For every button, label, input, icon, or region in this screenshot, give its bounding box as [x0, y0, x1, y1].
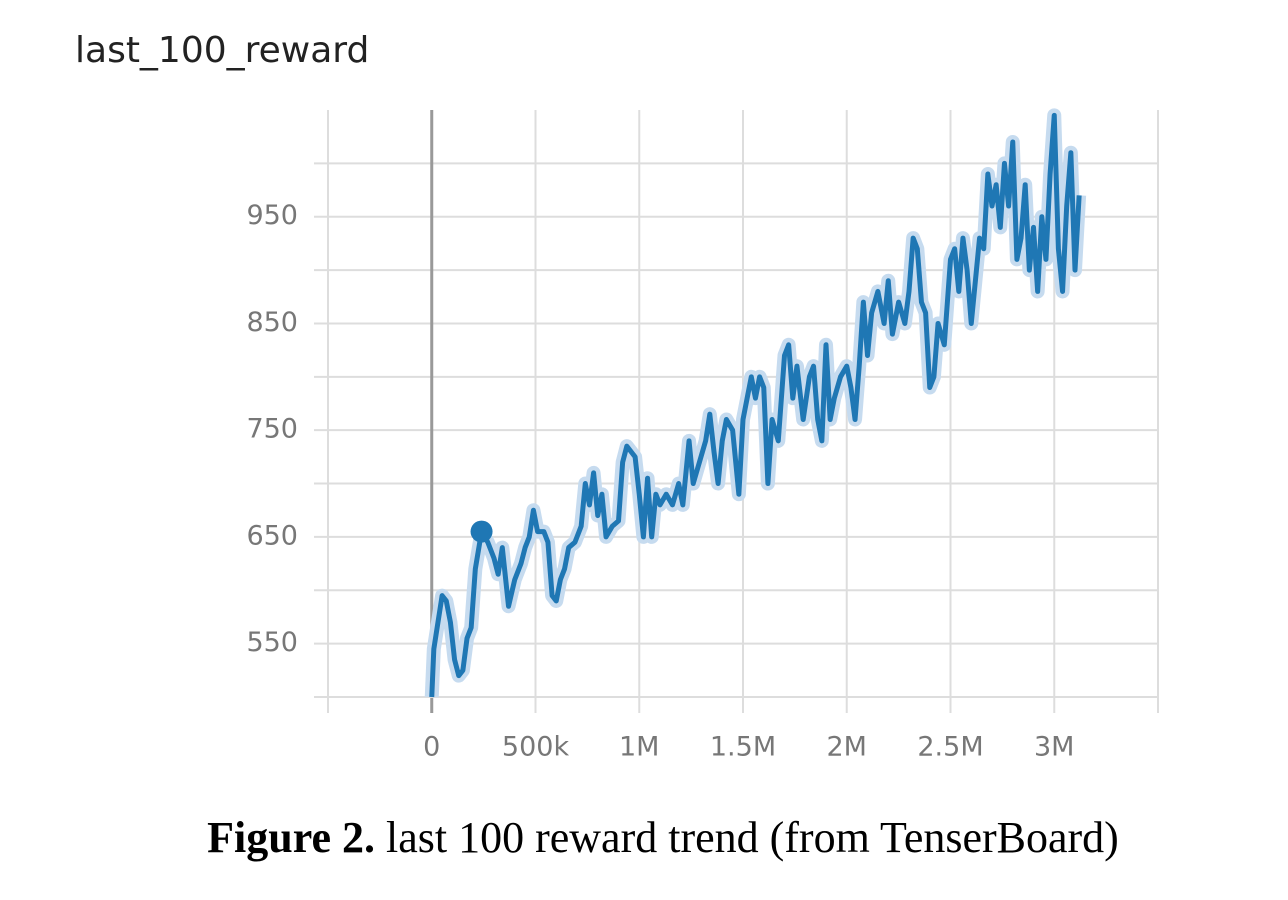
y-tick-label: 750: [246, 414, 298, 445]
x-tick-label: 500k: [502, 732, 570, 763]
chart-title: last_100_reward: [75, 30, 369, 71]
line: [429, 112, 1082, 698]
highlight-point: [470, 520, 493, 543]
y-tick-label: 550: [246, 627, 298, 658]
x-tick-label: 0: [423, 732, 440, 763]
x-tick-label: 3M: [1034, 732, 1074, 763]
line-band: [424, 108, 1087, 698]
y-tick-label: 950: [246, 200, 298, 231]
x-tick-label: 2M: [827, 732, 867, 763]
y-tick-label: 850: [246, 307, 298, 338]
caption-label: Figure 2.: [207, 813, 375, 862]
x-tick-label: 1M: [619, 732, 659, 763]
y-tick-label: 650: [246, 520, 298, 551]
x-tick-label: 1.5M: [710, 732, 776, 763]
caption: Figure 2. last 100 reward trend (from Te…: [207, 813, 1119, 862]
x-tick-label: 2.5M: [917, 732, 983, 763]
caption-text: last 100 reward trend (from TenserBoard): [386, 813, 1119, 862]
